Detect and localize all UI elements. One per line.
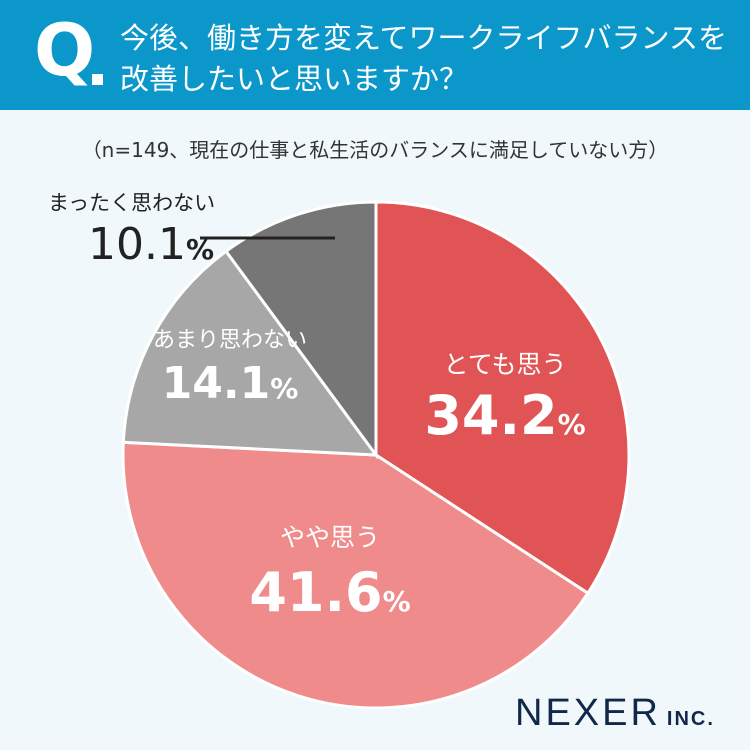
question-title: 今後、働き方を変えてワークライフバランスを改善したいと思いますか？ (120, 21, 727, 96)
slice-value: 34.2% (424, 384, 586, 447)
sample-note: （n=149、現在の仕事と私生活のバランスに満足していない方） (81, 138, 669, 162)
question-header: Q 今後、働き方を変えてワークライフバランスを改善したいと思いますか？ (0, 0, 750, 110)
slice-category: やや思う (279, 523, 380, 552)
slice-category: まったく思わない (48, 191, 216, 215)
nexer-logo: NEXER INC. (515, 692, 715, 734)
slice-label-1: やや思う 41.6% (230, 518, 430, 620)
q-dot (92, 74, 103, 85)
pie-slice-1 (121, 440, 590, 710)
slice-label-0: とても思う 34.2% (405, 345, 605, 443)
slice-value: 10.1% (88, 219, 215, 270)
slice-label-2: あまり思わない 14.1% (130, 322, 330, 406)
pie-slice-2 (121, 249, 380, 457)
slice-value: 14.1% (161, 358, 299, 409)
pie-slice-3 (223, 200, 378, 460)
slice-label-3: まったく思わない 10.1% (48, 187, 215, 267)
slice-value: 41.6% (249, 561, 411, 624)
slice-category: とても思う (443, 350, 567, 379)
q-mark: Q (34, 8, 96, 92)
slice-category: あまり思わない (152, 328, 307, 353)
